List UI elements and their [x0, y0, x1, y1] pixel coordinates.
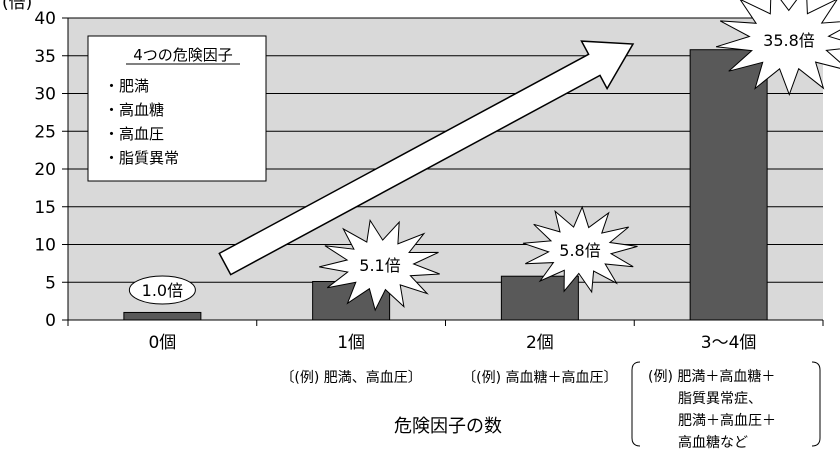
label-starburst: [522, 205, 638, 294]
y-tick-label: 20: [34, 160, 56, 180]
trend-arrow-group: [218, 40, 635, 276]
data-label: 35.8倍: [763, 31, 815, 50]
example-text: 〔(例) 肥満、高血圧〕: [280, 369, 421, 386]
data-label: 5.1倍: [359, 256, 400, 275]
y-tick-label: 5: [45, 273, 56, 293]
example-text: 高血糖など: [678, 434, 748, 450]
bar: [689, 49, 768, 321]
legend-item: ・高血圧: [104, 125, 164, 143]
y-tick-label: 40: [34, 9, 56, 29]
y-tick-label: 35: [34, 47, 56, 67]
data-label: 1.0倍: [142, 281, 183, 300]
legend-frame: [87, 35, 267, 182]
y-tick-label: 25: [34, 122, 56, 142]
label-starburst: [319, 219, 440, 312]
legend-title: 4つの危険因子: [133, 46, 233, 64]
examples-group: 〔(例) 肥満、高血圧〕 〔(例) 高血糖＋高血圧〕 (例) 肥満＋高血糖＋ 脂質異常…: [280, 361, 821, 450]
legend-item: ・肥満: [104, 77, 149, 95]
example-text: 脂質異常症、: [678, 391, 762, 407]
example-text: 〔(例) 高血糖＋高血圧〕: [462, 369, 617, 386]
legend-item: ・高血糖: [104, 101, 164, 119]
y-tick-label: 30: [34, 85, 56, 105]
example-text: (例) 肥満＋高血糖＋: [648, 368, 775, 385]
y-tick-label: 10: [34, 236, 56, 256]
y-tick-label: 0: [45, 311, 56, 331]
example-text: 肥満＋高血圧＋: [678, 412, 776, 429]
y-axis: 0 5 10 15 20 25 30 35 40: [34, 9, 69, 331]
data-labels-group: 1.0倍 5.1倍 5.8倍 35.8倍: [128, 0, 840, 312]
x-tick-label: 3～4個: [701, 333, 757, 353]
legend-box: 4つの危険因子・肥満・高血糖・高血圧・脂質異常: [87, 35, 267, 182]
label-oval: [128, 275, 196, 305]
legend-item: ・脂質異常: [104, 149, 179, 167]
bars-group: [123, 49, 768, 321]
x-axis-label: 危険因子の数: [394, 416, 502, 437]
trend-arrow: [218, 40, 635, 276]
example-bracket-left: [631, 361, 641, 447]
data-label: 5.8倍: [559, 241, 600, 260]
example-bracket-right: [811, 361, 821, 447]
label-starburst: [715, 0, 840, 97]
bar: [123, 311, 202, 321]
y-axis-label: (倍): [2, 0, 32, 13]
y-tick-label: 15: [34, 198, 56, 218]
x-axis: 0個 1個 2個 3～4個: [67, 319, 824, 353]
x-tick-label: 0個: [148, 333, 176, 353]
x-tick-label: 2個: [526, 333, 554, 353]
x-tick-label: 1個: [337, 333, 365, 353]
